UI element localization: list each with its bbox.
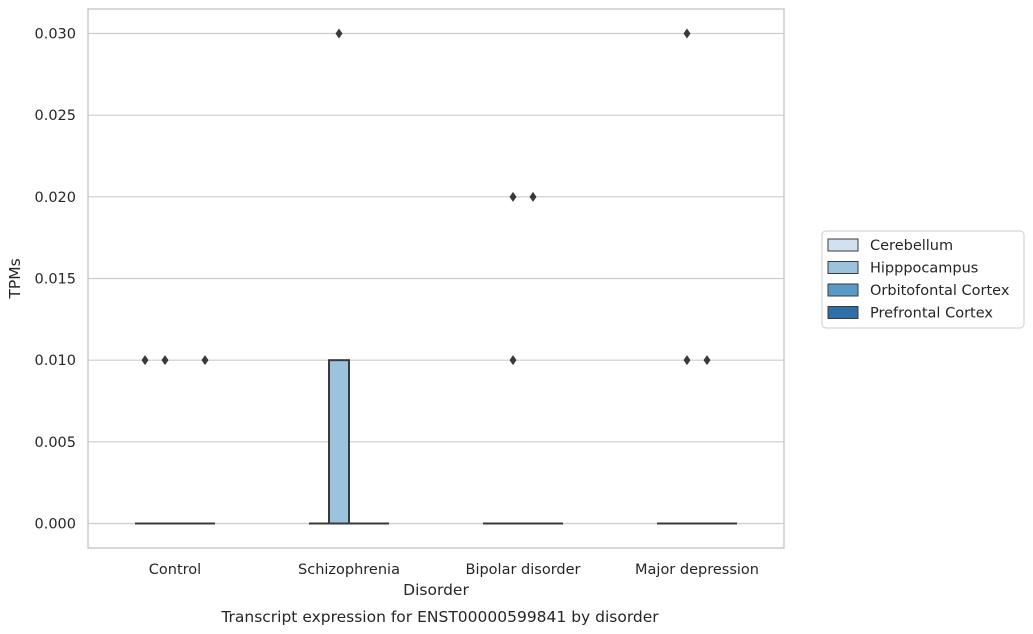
y-tick-label: 0.000	[34, 517, 76, 533]
x-tick-label: Bipolar disorder	[466, 562, 581, 578]
x-axis-label: Disorder	[403, 581, 469, 599]
legend-swatch	[827, 261, 859, 274]
outlier-point	[683, 355, 691, 366]
y-axis-label: TPMs	[6, 258, 24, 299]
outlier-point	[509, 355, 517, 366]
legend-label: Hipppocampus	[870, 261, 978, 277]
x-tick-label: Control	[149, 562, 201, 578]
y-tick-label: 0.015	[34, 272, 76, 288]
outlier-point	[529, 191, 537, 202]
outlier-point	[161, 355, 169, 366]
y-tick-label: 0.020	[34, 190, 76, 206]
y-tick-label: 0.005	[34, 435, 76, 451]
box-plots	[135, 359, 737, 525]
outlier-points	[141, 28, 711, 366]
x-axis-ticks: Control Schizophrenia Bipolar disorder Majo…	[149, 562, 759, 578]
legend-swatch	[827, 238, 859, 252]
x-tick-label: Major depression	[635, 562, 759, 578]
legend-frame	[821, 230, 1025, 329]
outlier-point	[509, 191, 517, 202]
legend: Cerebellum Hipppocampus Orbitofontal Corte…	[821, 230, 1025, 329]
legend-label: Orbitofontal Cortex	[870, 283, 1010, 299]
box	[328, 359, 350, 525]
outlier-point	[335, 28, 343, 39]
x-tick-label: Schizophrenia	[298, 562, 400, 578]
outlier-point	[141, 355, 149, 366]
y-axis-ticks: 0.000 0.005 0.010 0.015 0.020 0.025 0.030	[34, 27, 76, 533]
legend-swatch	[827, 283, 859, 297]
legend-swatch	[827, 306, 859, 319]
y-tick-label: 0.030	[34, 27, 76, 43]
chart-caption: Transcript expression for ENST0000059984…	[220, 608, 659, 626]
legend-label: Prefrontal Cortex	[870, 306, 993, 322]
y-tick-label: 0.010	[34, 353, 76, 369]
outlier-point	[201, 355, 209, 366]
outlier-point	[683, 28, 691, 39]
outlier-point	[703, 355, 711, 366]
plot-frame	[87, 8, 785, 549]
grid-lines	[88, 32, 784, 525]
y-tick-label: 0.025	[34, 108, 76, 124]
legend-label: Cerebellum	[870, 238, 953, 254]
